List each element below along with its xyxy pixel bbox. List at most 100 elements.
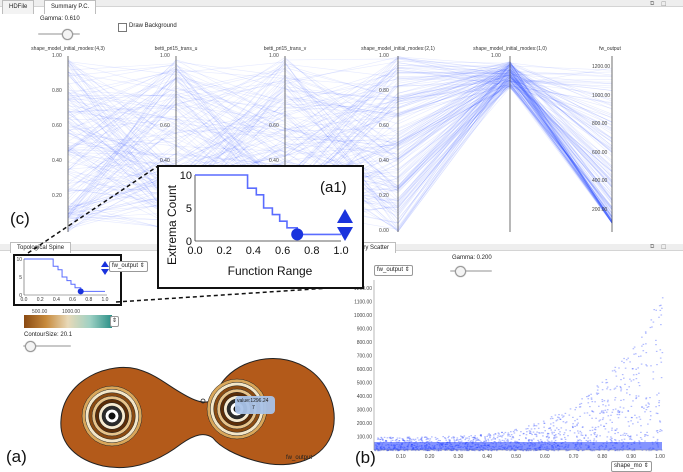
persistence-marker[interactable] — [291, 228, 304, 241]
pc-gamma-track[interactable] — [38, 33, 80, 35]
callout-x-tick: 0.0 — [187, 245, 202, 257]
contour-size-track[interactable] — [23, 345, 71, 347]
pc-axis-name: betti_pri15_trans_u — [154, 46, 198, 52]
callout-up-arrow-icon[interactable] — [337, 209, 353, 223]
pc-axis-name: shape_model_initial_modes:(4,3) — [31, 46, 105, 52]
scatter-x-tick: 0.70 — [569, 454, 579, 460]
callout-y-tick: 5 — [186, 203, 192, 215]
chevron-updown-icon: ⇕ — [112, 318, 118, 324]
scatter-x-tick: 0.90 — [626, 454, 636, 460]
pc-tick-label: 800.00 — [592, 121, 608, 127]
pc-tick-label: 200.00 — [592, 206, 608, 213]
pc-tick-label: 0.80 — [379, 88, 389, 94]
scatter-x-select-value: shape_mo — [614, 463, 643, 469]
scatter-y-tick: 100.00 — [357, 435, 373, 441]
mini-x-tick: 1.0 — [102, 297, 109, 302]
pc-tick-label: 1.00 — [269, 53, 279, 59]
pc-gamma-thumb[interactable] — [62, 29, 73, 40]
persistence-chart[interactable]: 0.0 0.2 0.4 0.6 0.8 1.0 10 5 0 (a1) Function Ran… — [159, 167, 360, 285]
scatter-y-select-value: fw_output — [377, 267, 404, 273]
scatter-y-tick: 700.00 — [357, 354, 373, 360]
scatter-y-tick: 1000.00 — [354, 313, 372, 319]
spine-field-label: fw_output — [286, 455, 313, 461]
callout-down-arrow-icon[interactable] — [337, 227, 353, 241]
colorbar — [24, 315, 112, 328]
scatter-x-tick: 0.40 — [482, 454, 492, 460]
top-tab-bar — [0, 0, 683, 7]
pc-tick-label: 1.00 — [160, 53, 170, 59]
scatter-y-tick: 900.00 — [357, 327, 373, 333]
mini-persistence-chart[interactable]: 0.0 0.2 0.4 0.6 0.8 1.0 10 5 0 — [15, 256, 118, 302]
pc-axis-name: shape_model_initial_modes:(2,1) — [361, 46, 435, 52]
scatter-points — [374, 297, 664, 452]
spine-field-select[interactable]: fw_output ⇕ — [109, 261, 148, 272]
scatter-max-icon[interactable]: ☐ — [661, 245, 667, 251]
panel-max-icon[interactable]: ☐ — [661, 2, 667, 8]
scatter-y-tick: 600.00 — [357, 367, 373, 373]
scatter-tab-bar — [344, 244, 683, 251]
scatter-x-tick: 0.80 — [598, 454, 608, 460]
pc-tick-label: 0.20 — [52, 193, 62, 199]
panel-label-c: (c) — [10, 209, 30, 228]
mini-persistence-panel — [13, 254, 122, 306]
draw-background-label: Draw Background — [129, 23, 177, 29]
saddle-point[interactable] — [200, 398, 206, 404]
scatter-gamma-track[interactable] — [450, 270, 492, 272]
pc-tick-label: 0.40 — [379, 158, 389, 164]
scatter-plot[interactable]: 1200.00 1100.00 1000.00 900.00 800.00 700.00 6… — [344, 270, 683, 469]
callout-x-tick: 0.2 — [217, 245, 232, 257]
pc-tick-label: 0.40 — [269, 158, 279, 164]
scatter-y-tick: 1100.00 — [354, 300, 372, 306]
scatter-y-tick: 500.00 — [357, 381, 373, 387]
pc-tick-label: 0.80 — [52, 88, 62, 94]
scatter-gamma-label: Gamma: 0.200 — [452, 255, 492, 261]
scatter-x-tick: 0.30 — [454, 454, 464, 460]
tab-summary-pc[interactable]: Summary P.C. — [44, 0, 97, 14]
mini-y-tick: 10 — [16, 257, 22, 263]
callout-x-tick: 1.0 — [333, 245, 348, 257]
value-tooltip: value:1296.24 7 — [235, 396, 275, 414]
tab-hdfile[interactable]: HDFile — [2, 0, 35, 14]
pc-tick-label: 0.00 — [379, 228, 389, 234]
callout-x-tick: 0.6 — [275, 245, 290, 257]
scatter-x-tick: 0.50 — [511, 454, 521, 460]
spine-field-select-value: fw_output — [112, 263, 139, 269]
panel-label-a: (a) — [6, 447, 27, 466]
callout-y-tick: 10 — [180, 170, 192, 182]
mini-x-tick: 0.2 — [37, 297, 44, 302]
tab-topological-spine[interactable]: Topological Spine — [10, 242, 72, 253]
callout-y-tick: 0 — [186, 236, 192, 248]
pc-tick-label: 0.60 — [52, 123, 62, 129]
pc-axis-name: shape_model_initial_modes:(1,0) — [473, 46, 547, 52]
scatter-x-tick: 0.20 — [425, 454, 435, 460]
pc-tick-label: 0.20 — [379, 193, 389, 199]
mini-down-arrow-icon[interactable] — [101, 269, 109, 275]
scatter-gamma-thumb[interactable] — [455, 266, 466, 277]
pc-tick-label: 1200.00 — [592, 64, 611, 70]
scatter-x-tick: 1.00 — [655, 454, 665, 460]
pc-tick-label: 1.00 — [379, 53, 389, 59]
scatter-y-tick: 200.00 — [357, 421, 373, 427]
pc-gamma-label: Gamma: 0.610 — [40, 16, 80, 22]
mini-x-tick: 0.8 — [85, 297, 92, 302]
pc-axis-name: betti_pri15_trans_v — [263, 46, 307, 52]
colormap-select[interactable]: ⇕ — [110, 316, 120, 327]
panel-label-b: (b) — [355, 448, 376, 467]
contour-size-label: ContourSize: 20.1 — [24, 332, 73, 338]
scatter-y-select[interactable]: fw_output ⇕ — [374, 265, 413, 276]
pc-tick-label: 0.40 — [52, 158, 62, 164]
pc-tick-label: 0.60 — [269, 123, 279, 129]
scatter-x-tick: 0.60 — [540, 454, 550, 460]
scatter-float-icon[interactable]: ⧉ — [650, 244, 655, 250]
contour-size-thumb[interactable] — [25, 341, 36, 352]
draw-background-checkbox[interactable] — [118, 23, 127, 32]
colorbar-tick: 1000.00 — [62, 309, 81, 315]
panel-float-icon[interactable]: ⧉ — [650, 1, 655, 7]
colorbar-tick: 500.00 — [32, 309, 48, 315]
mini-x-tick: 0.4 — [53, 297, 60, 302]
scatter-y-tick: 300.00 — [357, 408, 373, 414]
mini-x-tick: 0.0 — [21, 297, 28, 302]
scatter-y-tick: 400.00 — [357, 394, 373, 400]
scatter-y-tick: 800.00 — [357, 340, 373, 346]
mini-up-arrow-icon[interactable] — [101, 261, 109, 267]
